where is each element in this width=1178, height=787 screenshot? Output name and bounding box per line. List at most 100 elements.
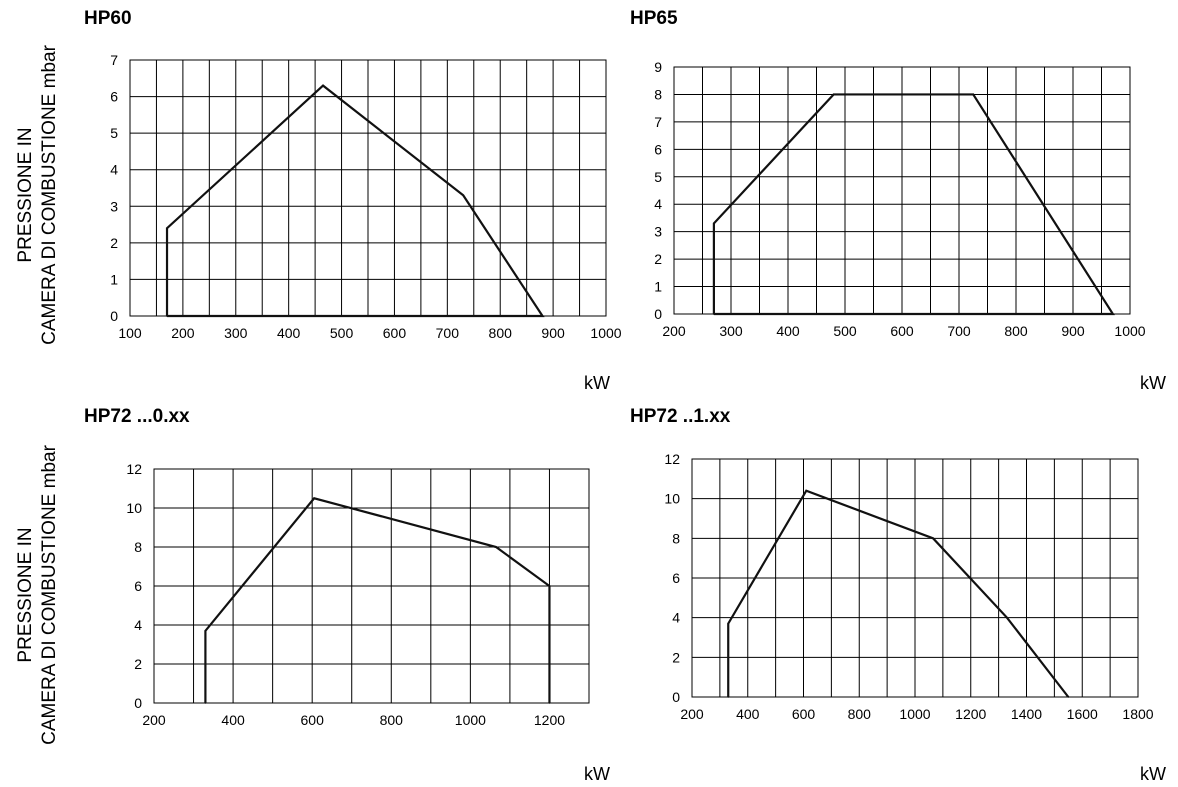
x-tick-label: 800	[848, 706, 872, 722]
plot-area-frame	[153, 468, 590, 704]
y-axis-label-line: CAMERA DI COMBUSTIONE mbar	[39, 44, 60, 344]
y-tick-label: 2	[110, 235, 118, 251]
x-axis-unit-label: kW	[584, 373, 610, 393]
y-tick-label: 1	[654, 279, 662, 295]
data-point	[1067, 696, 1070, 698]
chart-2: HP65 200 300 400 500 600 700 800 900 1000 0 1 2 3 4 5 6 7…	[630, 8, 1166, 393]
x-tick-label: 200	[142, 712, 166, 728]
x-tick-label: 600	[301, 712, 325, 728]
y-tick-label: 7	[654, 114, 662, 130]
data-point	[462, 194, 465, 197]
x-tick-label: 200	[662, 323, 686, 339]
x-tick-label: 400	[221, 712, 245, 728]
x-tick-label: 800	[1004, 323, 1028, 339]
x-tick-label: 500	[833, 323, 857, 339]
data-point	[166, 315, 168, 317]
chart-title: HP72 ..1.xx	[630, 406, 731, 427]
x-tick-label: 1000	[1114, 323, 1145, 339]
chart-title: HP72 ...0.xx	[84, 406, 190, 427]
x-tick-label: 1000	[590, 325, 621, 341]
x-tick-label: 1800	[1122, 706, 1153, 722]
data-point	[1112, 313, 1114, 315]
operating-range-line	[712, 93, 1115, 316]
data-point	[313, 497, 315, 500]
x-axis-unit-label: kW	[584, 764, 610, 784]
data-point	[713, 222, 715, 225]
data-point	[322, 84, 324, 87]
x-tick-label: 100	[118, 325, 142, 341]
x-tick-label: 1000	[899, 706, 930, 722]
data-point	[713, 313, 715, 315]
y-tick-label: 8	[134, 539, 142, 555]
x-tick-label: 1000	[455, 712, 486, 728]
x-tick-label: 900	[1061, 323, 1085, 339]
y-axis-label-bottom: PRESSIONE IN CAMERA DI COMBUSTIONE mbar	[15, 444, 60, 744]
y-axis-label-line: CAMERA DI COMBUSTIONE mbar	[39, 444, 60, 744]
x-tick-label: 300	[719, 323, 743, 339]
chart-3: HP72 ...0.xx 200 400 600 800 1000 1200 0 2 4 6 8 10 1…	[84, 406, 610, 784]
x-tick-label: 500	[330, 325, 354, 341]
chart-4: HP72 ..1.xx 200 400 600 800 1000 1200 1400 1600 1…	[630, 406, 1166, 784]
y-tick-label: 6	[654, 141, 662, 157]
operating-range-line	[204, 497, 551, 703]
data-point	[932, 537, 934, 540]
data-point	[204, 702, 207, 704]
y-tick-label: 10	[126, 500, 142, 516]
x-axis-unit-label: kW	[1140, 373, 1166, 393]
y-axis-label-line: PRESSIONE IN	[15, 127, 36, 262]
x-tick-label: 300	[224, 325, 248, 341]
data-point	[548, 702, 551, 704]
y-tick-label: 4	[654, 196, 662, 212]
data-point	[204, 630, 207, 632]
y-tick-label: 12	[126, 461, 142, 477]
x-tick-label: 800	[489, 325, 513, 341]
y-tick-label: 12	[664, 451, 680, 467]
y-tick-label: 2	[134, 656, 142, 672]
data-point	[805, 489, 808, 492]
x-tick-label: 900	[541, 325, 565, 341]
y-tick-label: 5	[110, 125, 118, 141]
y-tick-label: 8	[654, 86, 662, 102]
x-tick-label: 400	[277, 325, 301, 341]
x-tick-label: 700	[436, 325, 460, 341]
y-tick-label: 1	[110, 271, 118, 287]
data-point	[1006, 616, 1008, 619]
y-tick-label: 4	[110, 162, 118, 178]
y-axis-label-top: PRESSIONE IN CAMERA DI COMBUSTIONE mbar	[15, 44, 60, 344]
y-tick-label: 2	[654, 251, 662, 267]
y-tick-label: 7	[110, 52, 118, 68]
data-point	[727, 696, 730, 698]
x-tick-label: 1200	[955, 706, 986, 722]
y-tick-label: 6	[672, 570, 680, 586]
y-tick-label: 0	[134, 695, 142, 711]
plot-area-frame	[691, 458, 1139, 698]
chart-1: HP60 100 200 300 400 500 600 700 800 900 1000 0 1 2 3 4…	[84, 8, 622, 393]
operating-range-line	[165, 84, 545, 318]
y-tick-label: 2	[672, 649, 680, 665]
x-tick-label: 600	[383, 325, 407, 341]
y-axis-label-line: PRESSIONE IN	[15, 527, 36, 662]
x-tick-label: 1200	[534, 712, 565, 728]
y-tick-label: 6	[110, 89, 118, 105]
data-point	[548, 585, 551, 587]
data-point	[495, 546, 497, 548]
y-tick-label: 8	[672, 530, 680, 546]
x-tick-label: 200	[680, 706, 704, 722]
y-tick-label: 3	[110, 198, 118, 214]
chart-title: HP65	[630, 8, 678, 29]
y-tick-label: 10	[664, 491, 680, 507]
x-tick-label: 600	[792, 706, 816, 722]
x-tick-label: 600	[890, 323, 914, 339]
operating-range-line	[727, 489, 1070, 698]
y-tick-label: 6	[134, 578, 142, 594]
y-tick-label: 0	[654, 306, 662, 322]
y-tick-label: 9	[654, 59, 662, 75]
y-tick-label: 0	[110, 308, 118, 324]
data-point	[972, 93, 975, 96]
x-tick-label: 800	[380, 712, 404, 728]
y-tick-label: 4	[672, 610, 680, 626]
x-tick-label: 1600	[1067, 706, 1098, 722]
data-point	[832, 93, 835, 96]
x-tick-label: 700	[947, 323, 971, 339]
